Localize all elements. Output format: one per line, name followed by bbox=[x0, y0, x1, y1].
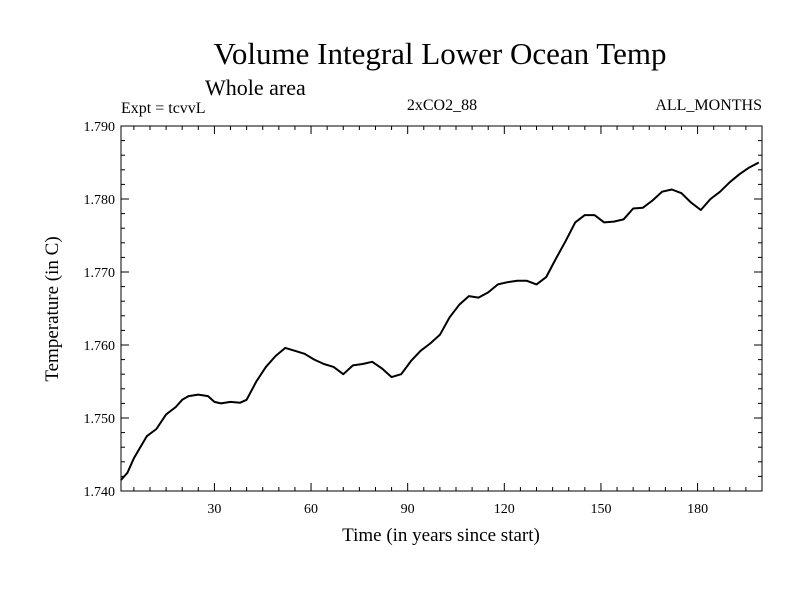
x-axis-label: Time (in years since start) bbox=[342, 525, 540, 546]
y-axis: 1.740 1.750 1.760 1.770 1.780 1.790 bbox=[84, 120, 762, 500]
y-tick-label: 1.780 bbox=[84, 193, 116, 208]
experiment-label: Expt = tcvvL bbox=[121, 100, 206, 117]
scenario-label: 2xCO2_88 bbox=[407, 97, 477, 114]
y-tick-label: 1.790 bbox=[84, 120, 116, 135]
chart-subtitle: Whole area bbox=[205, 75, 306, 100]
x-tick-label: 30 bbox=[207, 502, 221, 517]
y-axis-label: Temperature (in C) bbox=[42, 236, 63, 381]
x-axis: 30 60 90 120 150 180 bbox=[133, 126, 747, 517]
x-tick-label: 150 bbox=[590, 502, 611, 517]
chart-title: Volume Integral Lower Ocean Temp bbox=[214, 36, 667, 71]
y-tick-label: 1.750 bbox=[84, 412, 116, 427]
x-tick-label: 90 bbox=[401, 502, 415, 517]
temperature-series-line bbox=[120, 161, 760, 481]
y-tick-label: 1.740 bbox=[84, 485, 116, 500]
plot-frame bbox=[120, 125, 763, 492]
y-tick-label: 1.770 bbox=[84, 266, 116, 281]
series-layer bbox=[120, 161, 760, 481]
months-label: ALL_MONTHS bbox=[655, 97, 762, 114]
x-tick-label: 120 bbox=[494, 502, 515, 517]
x-tick-label: 60 bbox=[304, 502, 318, 517]
x-tick-label: 180 bbox=[687, 502, 708, 517]
y-tick-label: 1.760 bbox=[84, 339, 116, 354]
